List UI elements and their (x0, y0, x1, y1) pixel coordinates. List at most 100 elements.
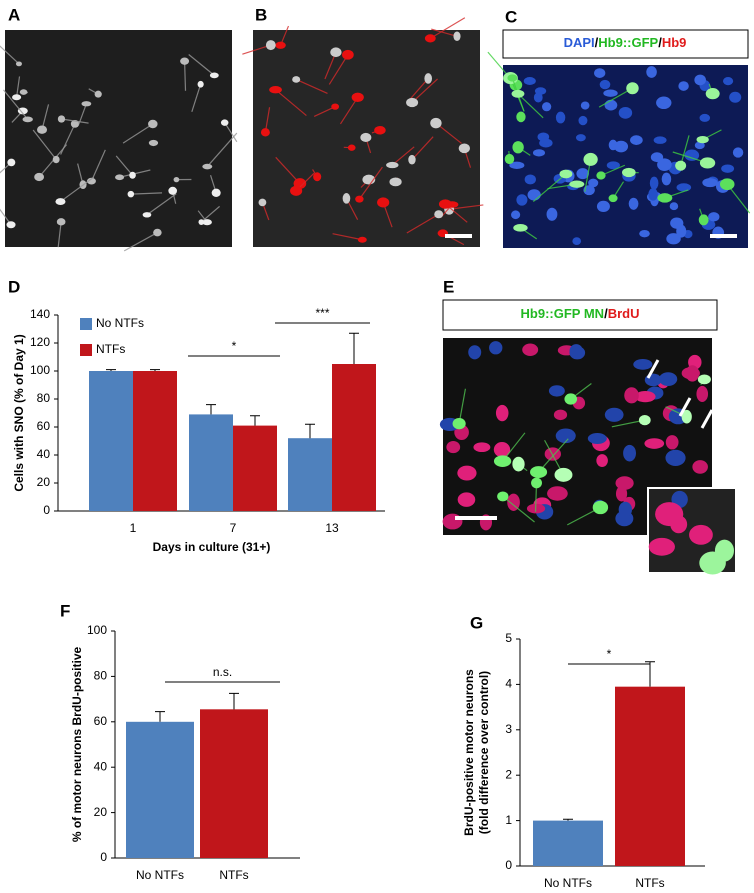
neurite (57, 221, 62, 248)
cell (453, 31, 461, 42)
cell (342, 49, 354, 60)
cell (127, 190, 135, 198)
cell (697, 374, 711, 385)
neurite (275, 89, 307, 117)
cell (657, 193, 673, 203)
significance-label: *** (315, 306, 329, 320)
cell (583, 152, 598, 166)
neurite (429, 17, 466, 39)
bar (288, 438, 332, 511)
neurite (146, 193, 177, 216)
y-tick-label: 1 (505, 813, 512, 827)
neurite (406, 213, 439, 234)
cell (622, 167, 636, 178)
cell (719, 178, 735, 191)
cell (638, 414, 651, 426)
cell (424, 73, 433, 84)
y-tick-label: 80 (94, 669, 108, 683)
y-tick-label: 140 (30, 307, 50, 321)
x-tick-label: NTFs (635, 876, 664, 890)
y-tick-label: 0 (43, 503, 50, 517)
neurite (328, 54, 349, 85)
cell (209, 72, 219, 79)
y-tick-label: 120 (30, 335, 50, 349)
cell (458, 143, 470, 154)
caption-part: BrdU (608, 306, 640, 321)
cell (546, 207, 558, 221)
cell (653, 136, 667, 144)
neurite (0, 45, 20, 65)
y-axis-label: BrdU-positive motor neurons (462, 669, 476, 836)
error-bar (106, 369, 116, 371)
bar (126, 721, 194, 858)
cell (553, 409, 568, 421)
arrow (700, 409, 714, 429)
cell (313, 172, 322, 182)
cell (698, 214, 709, 226)
cell (56, 218, 66, 226)
cell (406, 97, 419, 108)
y-tick-label: 3 (505, 722, 512, 736)
cell (583, 185, 595, 196)
bar (533, 820, 603, 866)
cell (548, 385, 565, 397)
y-tick-label: 40 (37, 447, 51, 461)
neurite (532, 173, 567, 203)
error-bar (250, 415, 260, 426)
neurite (332, 233, 363, 241)
neurite (183, 61, 187, 91)
cell (430, 117, 442, 129)
cell (57, 115, 66, 123)
micrograph-a (5, 30, 232, 247)
cell (675, 160, 687, 171)
cell (596, 171, 606, 180)
cell (594, 68, 606, 78)
cell (692, 460, 708, 474)
cell (681, 367, 700, 380)
y-tick-label: 100 (30, 363, 50, 377)
caption-part: / (604, 306, 608, 321)
caption-part: / (658, 35, 662, 50)
cell (512, 141, 524, 154)
cell (530, 466, 548, 479)
cell (34, 172, 45, 182)
cell (603, 89, 618, 97)
cell (554, 467, 573, 482)
cell (357, 236, 367, 243)
cell (468, 345, 482, 360)
arrow (646, 359, 660, 379)
cell (386, 161, 399, 169)
cell (689, 524, 713, 545)
cell (374, 125, 386, 135)
cell (578, 115, 588, 126)
error-bar (349, 332, 359, 364)
cell (648, 537, 675, 556)
neurite (60, 176, 95, 203)
cell (527, 189, 541, 201)
cell (330, 47, 342, 58)
y-tick-label: 2 (505, 767, 512, 781)
cell (708, 212, 720, 222)
cell (696, 135, 709, 144)
cell (389, 177, 402, 187)
cell (493, 442, 511, 458)
cell (507, 493, 520, 511)
neurite (32, 129, 57, 160)
error-bar (305, 423, 315, 439)
cell (665, 435, 679, 450)
cell (587, 432, 607, 445)
cell (129, 171, 136, 179)
cell (624, 387, 639, 404)
cell (493, 455, 512, 467)
cell (657, 158, 672, 172)
cell (522, 343, 539, 356)
cell (7, 158, 16, 167)
cell (211, 188, 221, 197)
neurite (358, 166, 383, 200)
cell (684, 149, 700, 161)
neurite (411, 136, 434, 161)
cell (615, 485, 628, 502)
cell (628, 197, 639, 210)
cell (512, 456, 525, 472)
